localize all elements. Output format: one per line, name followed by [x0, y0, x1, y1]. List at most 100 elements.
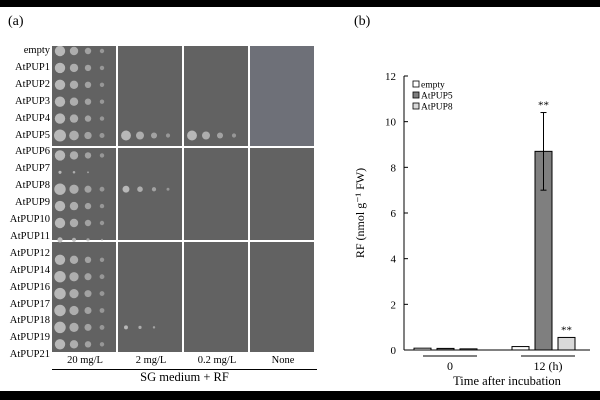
colony-spot [69, 130, 79, 141]
y-tick-label: 4 [391, 254, 397, 266]
y-tick-label: 8 [391, 162, 397, 174]
colony-spot [69, 114, 79, 123]
plate-g0-c2 [184, 46, 248, 146]
bar-atpup8-1 [557, 336, 576, 351]
colony-spot [137, 186, 143, 192]
row-label-atpup9: AtPUP9 [14, 197, 50, 209]
colony-spot [84, 202, 92, 210]
row-label-atpup1: AtPUP1 [14, 61, 50, 73]
y-tick-label: 6 [391, 208, 397, 220]
colony-spot [54, 150, 66, 161]
colony-spot [54, 200, 66, 212]
colony-spot [54, 113, 66, 124]
significance-marker: ** [538, 100, 549, 112]
spot-assay-plates [52, 46, 314, 352]
row-label-atpup10: AtPUP10 [9, 214, 50, 225]
colony-spot [69, 151, 79, 160]
colony-spot [99, 153, 105, 158]
legend-label-empty: empty [421, 81, 445, 91]
plate-g0-c1 [118, 46, 182, 146]
colony-spot [84, 185, 92, 193]
colony-spot [99, 132, 105, 139]
plate-g0-c0 [52, 46, 116, 146]
colony-spot [124, 325, 128, 330]
plate-g2-c1 [118, 242, 182, 352]
colony-spot [69, 322, 79, 333]
colony-spot [100, 238, 104, 241]
row-label-atpup2: AtPUP2 [14, 78, 50, 90]
colony-spot [54, 183, 66, 195]
legend-swatch-empty [412, 80, 420, 88]
column-label-3: None [271, 355, 295, 366]
colony-spot [54, 304, 66, 317]
row-label-atpup18: AtPUP18 [9, 315, 50, 327]
colony-spot [99, 65, 105, 71]
legend-swatch-atpup8 [412, 102, 420, 110]
colony-spot [231, 133, 237, 138]
colony-spot [165, 133, 171, 138]
y-tick-label: 2 [391, 299, 397, 311]
row-label-empty: empty [23, 45, 50, 56]
y-axis-label: RF (nmol g⁻¹ FW) [353, 168, 367, 258]
row-label-atpup21: AtPUP21 [9, 349, 50, 361]
chart-bars: ** ** [413, 100, 576, 351]
plate-g1-c3 [250, 148, 314, 240]
colony-spot [84, 152, 92, 159]
colony-spot [69, 63, 79, 73]
colony-spot [121, 130, 131, 141]
legend-label-atpup5: AtPUP5 [421, 92, 453, 102]
colony-spot [99, 203, 105, 209]
colony-spot [57, 237, 63, 243]
colony-spot [84, 323, 92, 331]
colony-spot [99, 257, 105, 262]
category-label: 12 (h) [534, 359, 563, 373]
colony-spot [99, 48, 105, 54]
category-label: 0 [447, 359, 453, 373]
colony-spot [99, 82, 105, 87]
colony-spot [84, 64, 92, 72]
row-label-atpup16: AtPUP16 [9, 281, 50, 293]
colony-spot [54, 270, 66, 283]
colony-spot [54, 96, 66, 107]
legend-swatch-atpup5 [412, 91, 420, 99]
y-tick-label: 0 [391, 345, 397, 357]
colony-spot [166, 187, 170, 191]
colony-spot [216, 132, 224, 139]
colony-spot [99, 274, 105, 280]
y-tick-label: 10 [385, 117, 397, 129]
plate-g1-c2 [184, 148, 248, 240]
column-label-1: 2 mg/L [135, 355, 167, 366]
colony-spot [69, 80, 79, 89]
row-label-atpup8: AtPUP8 [14, 180, 50, 192]
colony-spot [84, 98, 92, 105]
row-label-atpup3: AtPUP3 [14, 95, 50, 107]
colony-spot [54, 254, 66, 265]
y-tick-label: 12 [385, 71, 396, 83]
colony-spot [99, 324, 105, 330]
colony-spot [84, 81, 92, 88]
colony-spot [99, 99, 105, 104]
colony-spot [54, 62, 66, 74]
row-label-atpup6: AtPUP6 [14, 146, 50, 158]
row-label-atpup11: AtPUP11 [10, 230, 50, 242]
colony-spot [54, 79, 66, 90]
column-label-0: 20 mg/L [67, 355, 103, 366]
colony-spot [99, 186, 105, 192]
colony-spot [99, 291, 105, 297]
colony-spot [150, 132, 158, 139]
plate-g1-c1 [118, 148, 182, 240]
colony-spot [152, 326, 156, 329]
legend-label-atpup8: AtPUP8 [421, 103, 453, 113]
colony-spot [84, 131, 92, 140]
colony-spot [71, 237, 77, 242]
colony-spot [69, 97, 79, 106]
chart-axes: 0 2 4 6 8 10 12 RF (nmol g⁻¹ FW) 0 12 (h)Time aft… [353, 71, 590, 387]
x-axis-label: Time after incubation [453, 374, 562, 387]
colony-spot [122, 185, 130, 193]
colony-spot [86, 238, 90, 242]
colony-spot [69, 201, 79, 211]
plate-g0-c3 [250, 46, 314, 146]
row-label-atpup17: AtPUP17 [9, 298, 50, 310]
colony-spot [54, 321, 66, 334]
